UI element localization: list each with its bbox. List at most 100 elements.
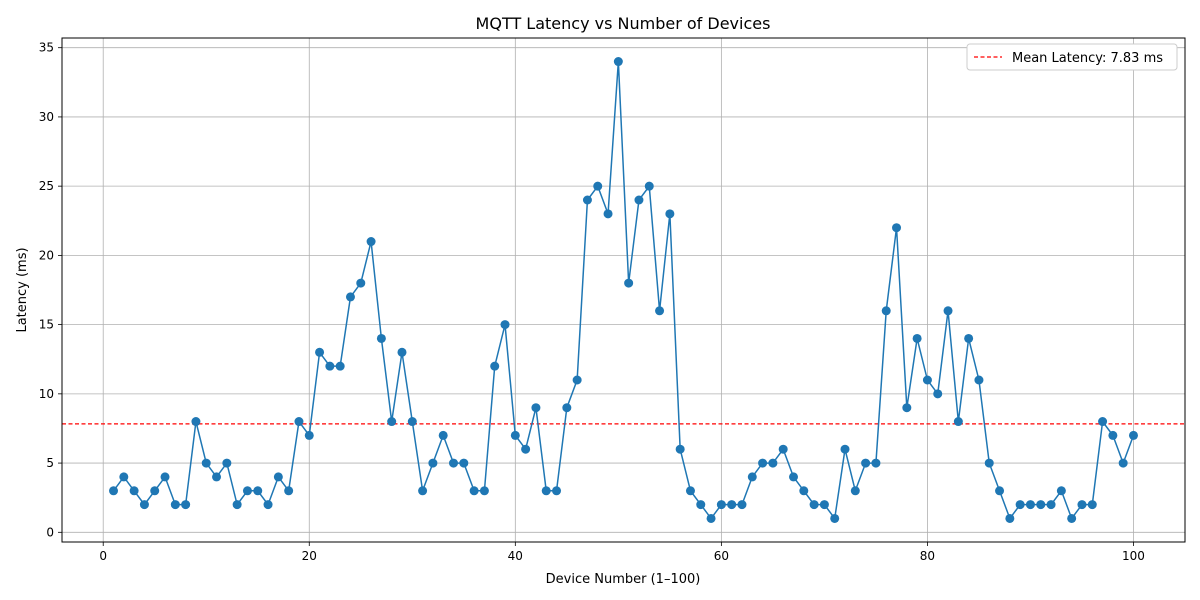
data-point: [572, 375, 582, 385]
y-tick-label: 35: [39, 41, 54, 55]
data-point: [449, 458, 459, 468]
data-point: [788, 472, 798, 482]
data-point: [964, 333, 974, 343]
data-point: [840, 444, 850, 454]
y-tick-label: 20: [39, 248, 54, 262]
data-point: [1046, 500, 1056, 510]
data-point: [541, 486, 551, 496]
data-point: [1015, 500, 1025, 510]
data-point: [356, 278, 366, 288]
data-point: [593, 181, 603, 191]
data-point: [109, 486, 119, 496]
data-point: [799, 486, 809, 496]
data-point: [974, 375, 984, 385]
data-point: [531, 403, 541, 413]
x-tick-label: 0: [99, 549, 107, 563]
data-point: [861, 458, 871, 468]
data-point: [222, 458, 232, 468]
data-point: [139, 500, 149, 510]
data-point: [624, 278, 634, 288]
data-point: [521, 444, 531, 454]
y-tick-label: 30: [39, 110, 54, 124]
data-point: [685, 486, 695, 496]
data-point: [212, 472, 222, 482]
data-point: [253, 486, 263, 496]
data-point: [819, 500, 829, 510]
data-point: [552, 486, 562, 496]
x-tick-label: 100: [1122, 549, 1145, 563]
legend-label: Mean Latency: 7.83 ms: [1012, 51, 1163, 66]
x-tick-label: 40: [508, 549, 523, 563]
data-point: [1118, 458, 1128, 468]
data-point: [809, 500, 819, 510]
data-point: [335, 361, 345, 371]
data-point: [613, 57, 623, 67]
data-point: [912, 333, 922, 343]
data-point: [1067, 513, 1077, 523]
legend: Mean Latency: 7.83 ms: [966, 43, 1178, 71]
data-point: [407, 417, 417, 427]
x-axis-label: Device Number (1–100): [546, 572, 701, 587]
data-point: [263, 500, 273, 510]
data-point: [304, 430, 314, 440]
y-tick-label: 25: [39, 179, 54, 193]
plot-frame: [61, 37, 1186, 543]
data-point: [871, 458, 881, 468]
data-point: [438, 430, 448, 440]
y-tick-label: 5: [46, 456, 54, 470]
data-point: [418, 486, 428, 496]
data-point: [582, 195, 592, 205]
chart-title: MQTT Latency vs Number of Devices: [476, 14, 771, 33]
data-point: [191, 417, 201, 427]
data-point: [376, 333, 386, 343]
series-line: [112, 60, 1135, 520]
data-point: [768, 458, 778, 468]
data-point: [1128, 430, 1138, 440]
y-axis-ticks: 0 5 10 15 20 25 30 35: [39, 41, 62, 539]
data-point: [201, 458, 211, 468]
data-point: [490, 361, 500, 371]
data-point: [181, 500, 191, 510]
data-point: [119, 472, 129, 482]
data-point: [1087, 500, 1097, 510]
data-point: [366, 237, 376, 247]
data-point: [634, 195, 644, 205]
data-point: [562, 403, 572, 413]
data-point: [500, 320, 510, 330]
series-group: [109, 57, 1138, 523]
data-point: [284, 486, 294, 496]
data-point: [397, 347, 407, 357]
data-point: [747, 472, 757, 482]
data-point: [325, 361, 335, 371]
data-point: [1108, 430, 1118, 440]
legend-box: [966, 43, 1178, 71]
data-point: [850, 486, 860, 496]
data-point: [943, 306, 953, 316]
x-tick-label: 20: [302, 549, 317, 563]
data-point: [984, 458, 994, 468]
grid: [62, 38, 1185, 542]
data-point: [892, 223, 902, 233]
data-point: [706, 513, 716, 523]
data-point: [881, 306, 891, 316]
data-point: [953, 417, 963, 427]
data-point: [170, 500, 180, 510]
y-tick-label: 0: [46, 525, 54, 539]
data-point: [1005, 513, 1015, 523]
data-point: [1077, 500, 1087, 510]
data-point: [232, 500, 242, 510]
data-point: [459, 458, 469, 468]
data-point: [933, 389, 943, 399]
data-point: [830, 513, 840, 523]
x-axis-ticks: 0 20 40 60 80 100: [99, 542, 1145, 563]
data-point: [387, 417, 397, 427]
data-point: [315, 347, 325, 357]
data-point: [675, 444, 685, 454]
data-point: [665, 209, 675, 219]
data-point: [1098, 417, 1108, 427]
data-point: [428, 458, 438, 468]
x-tick-label: 60: [714, 549, 729, 563]
data-point: [479, 486, 489, 496]
data-point: [160, 472, 170, 482]
